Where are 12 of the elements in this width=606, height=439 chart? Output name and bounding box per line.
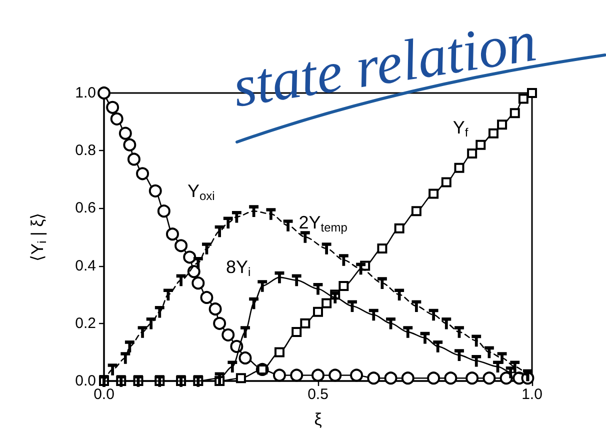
x-axis-title: ξ bbox=[314, 410, 322, 429]
y-axis-title: ⟨Yi | ξ⟩ bbox=[28, 212, 49, 262]
y-tick-label: 1.0 bbox=[75, 84, 96, 102]
y-tick-label: 0.4 bbox=[75, 257, 96, 274]
y-tick-label: 0.0 bbox=[75, 372, 96, 390]
y-tick-label: 0.2 bbox=[75, 314, 96, 332]
annotation: state relation bbox=[228, 8, 540, 120]
x-tick-label: 0.0 bbox=[94, 386, 114, 403]
x-tick-label: 1.0 bbox=[522, 386, 542, 403]
y-tick-label: 0.6 bbox=[75, 200, 96, 217]
y-tick-label: 0.8 bbox=[75, 142, 96, 160]
x-tick-label: 0.5 bbox=[308, 386, 328, 403]
